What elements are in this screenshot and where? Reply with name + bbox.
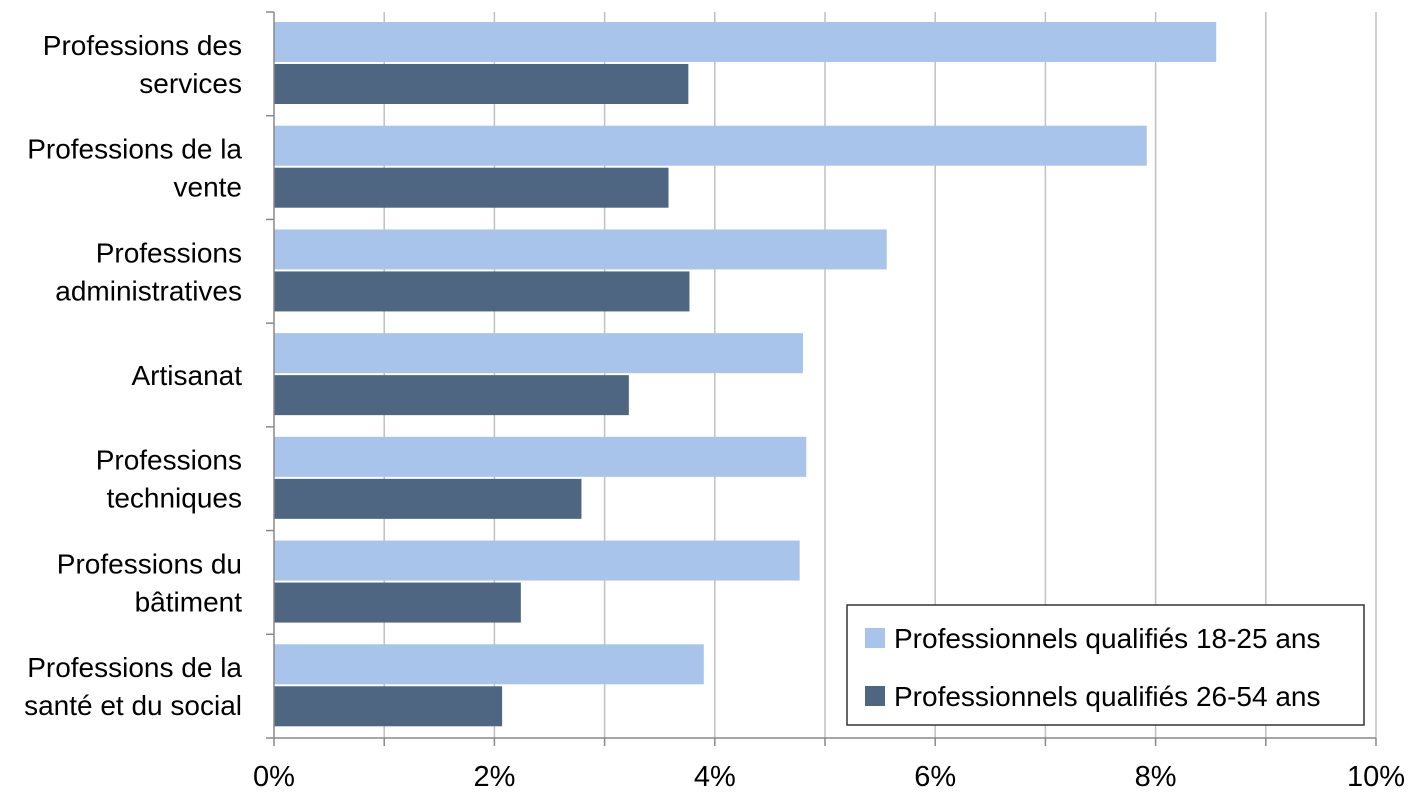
- bar-26-54: [274, 271, 690, 312]
- category-label: Professions: [96, 445, 242, 476]
- bar-26-54: [274, 167, 669, 208]
- legend-label-18-25: Professionnels qualifiés 18-25 ans: [894, 623, 1320, 654]
- category-label: services: [139, 68, 242, 99]
- bar-26-54: [274, 686, 503, 727]
- bar-26-54: [274, 478, 582, 519]
- x-tick-labels: 0% 2% 4% 6% 8% 10%: [253, 761, 1405, 793]
- bar-18-25: [274, 22, 1217, 62]
- category-label: techniques: [107, 483, 242, 514]
- bar-26-54: [274, 582, 521, 623]
- category-label: santé et du social: [24, 690, 242, 721]
- legend-label-26-54: Professionnels qualifiés 26-54 ans: [894, 681, 1320, 712]
- bar-26-54: [274, 375, 629, 416]
- bar-18-25: [274, 333, 803, 374]
- x-tick-label: 2%: [473, 761, 515, 793]
- bar-18-25: [274, 540, 800, 581]
- x-tick-label: 6%: [914, 761, 956, 793]
- category-label: Professions de la: [27, 134, 242, 165]
- bar-18-25: [274, 436, 807, 477]
- category-label: administratives: [55, 275, 242, 306]
- bar-18-25: [274, 229, 887, 270]
- category-label: Professions: [96, 237, 242, 268]
- legend-swatch-26-54: [865, 686, 885, 706]
- legend-swatch-18-25: [865, 628, 885, 648]
- category-label: Professions des: [43, 30, 242, 61]
- legend-box: [846, 604, 1365, 726]
- legend: Professionnels qualifiés 18-25 ans Profe…: [846, 604, 1365, 726]
- category-label: Artisanat: [132, 360, 243, 391]
- bar-26-54: [274, 64, 689, 104]
- bars: [274, 22, 1217, 727]
- x-tick-label: 0%: [253, 761, 295, 793]
- category-labels: Professions des services Professions de la…: [24, 30, 242, 721]
- x-tick-label: 4%: [694, 761, 736, 793]
- bar-18-25: [274, 644, 704, 685]
- axes: [266, 11, 1377, 746]
- bar-18-25: [274, 125, 1147, 166]
- category-label: vente: [174, 172, 243, 203]
- x-tick-label: 10%: [1347, 761, 1405, 793]
- category-label: Professions de la: [27, 652, 242, 683]
- category-label: bâtiment: [135, 586, 243, 617]
- category-label: Professions du: [57, 548, 242, 579]
- x-tick-label: 8%: [1135, 761, 1177, 793]
